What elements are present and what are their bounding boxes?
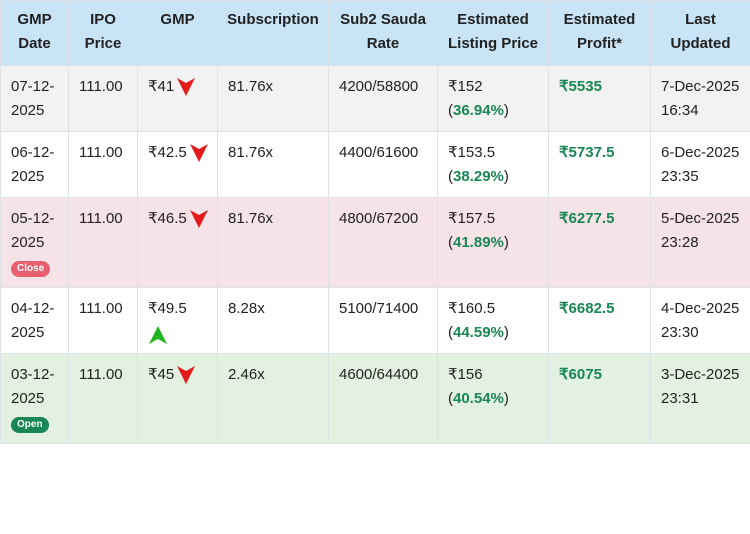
listing-change: 36.94% [448, 99, 540, 123]
listing-cell: ₹157.5 41.89% [437, 197, 549, 288]
ipo-price: 111.00 [68, 197, 138, 288]
date-cell: 07-12-2025 [0, 65, 69, 132]
gmp-cell: ₹45 [137, 353, 218, 444]
table-row: 04-12-2025 111.00 ₹49.5 8.28x 5100/71400 ₹160… [0, 287, 750, 354]
listing-price: ₹156 [448, 366, 483, 383]
table-row: 05-12-2025 Close 111.00 ₹46.5 81.76x 4800/672… [0, 197, 750, 288]
column-header: Last Updated [650, 0, 750, 66]
trend-arrow [149, 326, 167, 344]
listing-cell: ₹153.5 38.29% [437, 131, 549, 198]
listing-change: 44.59% [448, 321, 540, 345]
listing-change: 40.54% [448, 387, 540, 411]
column-header: Estimated Listing Price [437, 0, 549, 66]
estimated-profit: ₹6682.5 [548, 287, 651, 354]
column-header: IPO Price [68, 0, 138, 66]
listing-cell: ₹156 40.54% [437, 353, 549, 444]
ipo-price: 111.00 [68, 131, 138, 198]
gmp-cell: ₹46.5 [137, 197, 218, 288]
sauda-rate: 4800/67200 [328, 197, 438, 288]
gmp-date: 06-12-2025 [11, 144, 55, 185]
trend-arrow [189, 144, 208, 163]
header-row: GMP Date IPO Price GMP Subscription Sub2 Sau… [0, 0, 750, 66]
arrow-shape [189, 144, 208, 163]
estimated-profit: ₹5535 [548, 65, 651, 132]
status-badge: Close [11, 261, 51, 277]
date-cell: 04-12-2025 [0, 287, 69, 354]
arrow-shape [149, 326, 167, 344]
ipo-price: 111.00 [68, 65, 138, 132]
column-header: GMP [137, 0, 218, 66]
date-cell: 03-12-2025 Open [0, 353, 69, 444]
last-updated: 4-Dec-2025 23:30 [650, 287, 750, 354]
trend-arrow [189, 210, 208, 229]
listing-price: ₹152 [448, 78, 483, 95]
listing-price: ₹153.5 [448, 144, 496, 161]
gmp-value: ₹46.5 [148, 210, 187, 227]
change-percent: 40.54% [453, 390, 504, 407]
trend-arrow [177, 78, 196, 97]
estimated-profit: ₹6075 [548, 353, 651, 444]
last-updated: 6-Dec-2025 23:35 [650, 131, 750, 198]
gmp-table: GMP Date IPO Price GMP Subscription Sub2 Sau… [0, 0, 750, 444]
gmp-value: ₹45 [148, 366, 175, 383]
gmp-value: ₹49.5 [148, 300, 187, 317]
trend-arrow [177, 366, 196, 385]
estimated-profit: ₹6277.5 [548, 197, 651, 288]
table-body: 07-12-2025111.00₹4181.76x4200/58800₹1523… [0, 65, 750, 444]
last-updated: 3-Dec-2025 23:31 [650, 353, 750, 444]
column-header: Subscription [217, 0, 329, 66]
date-cell: 06-12-2025 [0, 131, 69, 198]
arrow-shape [177, 78, 196, 97]
listing-cell: ₹160.5 44.59% [437, 287, 549, 354]
gmp-cell: ₹49.5 [137, 287, 218, 354]
date-cell: 05-12-2025 Close [0, 197, 69, 288]
last-updated: 5-Dec-2025 23:28 [650, 197, 750, 288]
gmp-date: 05-12-2025 [11, 210, 55, 251]
column-header: Sub2 Sauda Rate [328, 0, 438, 66]
table-row: 03-12-2025 Open 111.00 ₹45 2.46x 4600/64400 ₹1… [0, 353, 750, 444]
listing-price: ₹160.5 [448, 300, 496, 317]
arrow-shape [189, 210, 208, 229]
listing-price: ₹157.5 [448, 210, 496, 227]
estimated-profit: ₹5737.5 [548, 131, 651, 198]
gmp-cell: ₹41 [137, 65, 218, 132]
change-percent: 44.59% [453, 324, 504, 341]
change-percent: 38.29% [453, 168, 504, 185]
change-percent: 41.89% [453, 234, 504, 251]
gmp-date: 03-12-2025 [11, 366, 55, 407]
table-row: 06-12-2025 111.00 ₹42.5 81.76x 4400/61600 ₹15… [0, 131, 750, 198]
sauda-rate: 5100/71400 [328, 287, 438, 354]
subscription: 8.28x [217, 287, 329, 354]
listing-cell: ₹152 36.94% [437, 65, 549, 132]
column-header: Estimated Profit* [548, 0, 651, 66]
subscription: 2.46x [217, 353, 329, 444]
subscription: 81.76x [217, 65, 329, 132]
gmp-value: ₹41 [148, 78, 175, 95]
gmp-cell: ₹42.5 [137, 131, 218, 198]
listing-change: 41.89% [448, 231, 540, 255]
arrow-shape [177, 366, 196, 385]
ipo-price: 111.00 [68, 353, 138, 444]
subscription: 81.76x [217, 197, 329, 288]
column-header: GMP Date [0, 0, 69, 66]
sauda-rate: 4400/61600 [328, 131, 438, 198]
gmp-value: ₹42.5 [148, 144, 187, 161]
sauda-rate: 4600/64400 [328, 353, 438, 444]
gmp-date: 07-12-2025 [11, 78, 55, 119]
sauda-rate: 4200/58800 [328, 65, 438, 132]
listing-change: 38.29% [448, 165, 540, 189]
subscription: 81.76x [217, 131, 329, 198]
ipo-price: 111.00 [68, 287, 138, 354]
last-updated: 7-Dec-2025 16:34 [650, 65, 750, 132]
status-badge: Open [11, 417, 49, 433]
gmp-date: 04-12-2025 [11, 300, 55, 341]
table-header: GMP Date IPO Price GMP Subscription Sub2 Sau… [0, 0, 750, 66]
change-percent: 36.94% [453, 102, 504, 119]
